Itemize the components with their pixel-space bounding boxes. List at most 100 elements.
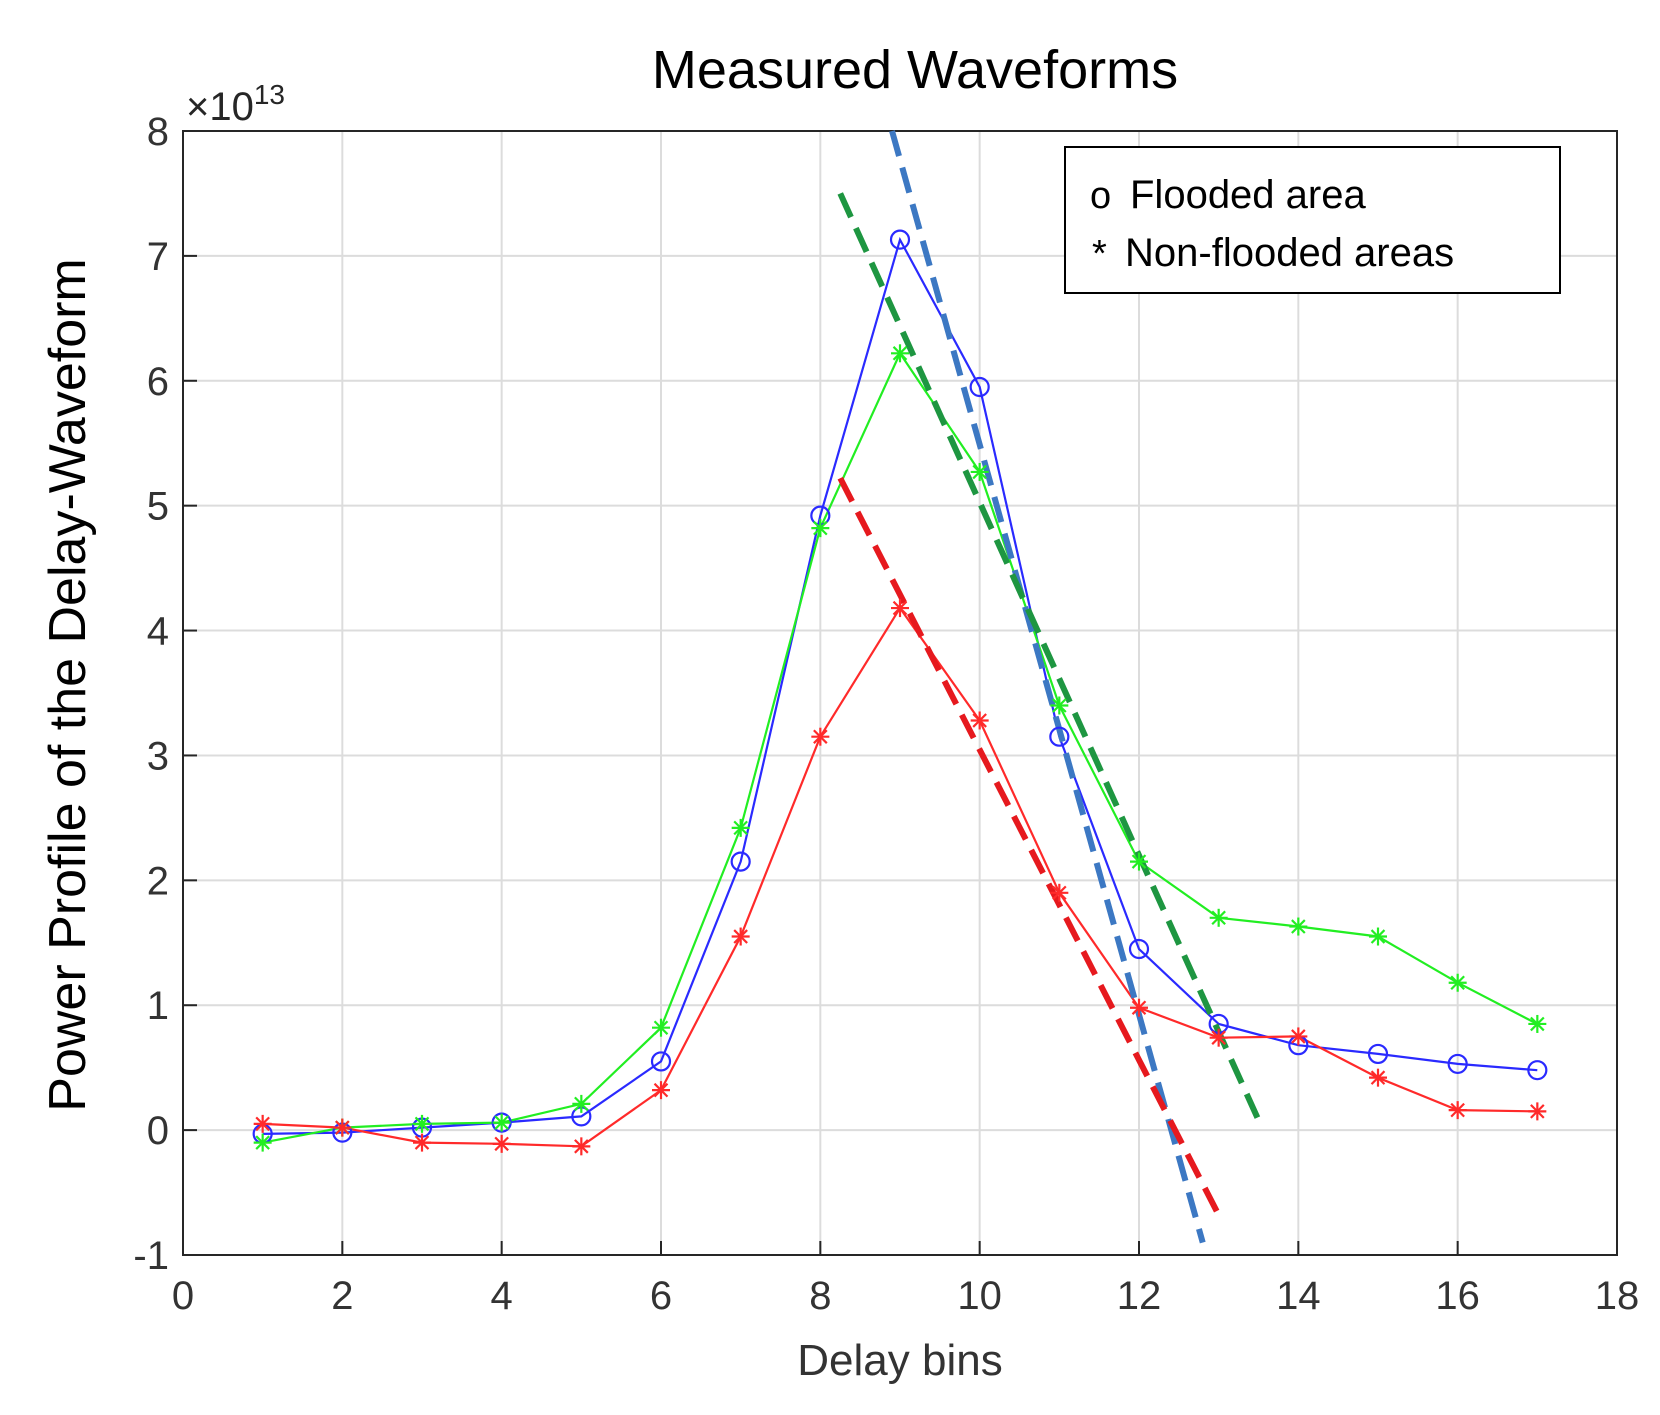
legend-label-non-flooded: Non-flooded areas xyxy=(1125,231,1454,275)
data-point-star xyxy=(1528,1102,1547,1121)
svg-text:×1013: ×1013 xyxy=(186,79,285,129)
data-point-circle xyxy=(730,851,751,872)
star-stroke xyxy=(892,600,908,616)
data-point-circle xyxy=(889,229,911,250)
trend-line-2 xyxy=(837,192,1262,1122)
trend-line-3 xyxy=(837,476,1222,1217)
data-point-star xyxy=(1448,973,1467,992)
star-stroke xyxy=(733,820,748,836)
star-stroke xyxy=(494,1136,509,1152)
data-point-star xyxy=(1050,696,1069,715)
data-point-star xyxy=(1369,1068,1387,1087)
star-stroke xyxy=(1131,1000,1147,1015)
star-stroke xyxy=(1211,910,1226,926)
data-point-star xyxy=(731,818,750,837)
x-tick-label: 10 xyxy=(957,1274,1002,1318)
data-point-star xyxy=(333,1118,352,1137)
legend-box xyxy=(1064,146,1561,294)
data-point-circle xyxy=(1447,1053,1468,1075)
data-point-star xyxy=(1130,852,1148,871)
chart-title: Measured Waveforms xyxy=(652,40,1178,100)
data-point-star xyxy=(253,1114,272,1133)
data-point-star xyxy=(413,1114,431,1133)
x-tick-label: 0 xyxy=(172,1274,194,1318)
x-tick-label: 18 xyxy=(1595,1274,1640,1318)
x-tick-label: 4 xyxy=(491,1274,513,1318)
data-point-star xyxy=(1369,927,1387,946)
y-tick-label: 6 xyxy=(147,360,169,404)
series-line-1 xyxy=(262,236,1538,1135)
data-point-circle xyxy=(1367,1043,1389,1065)
y-tick-label: 3 xyxy=(147,734,169,778)
star-stroke xyxy=(892,346,908,361)
data-point-circle xyxy=(1527,1060,1548,1081)
star-stroke xyxy=(414,1116,430,1132)
star-stroke xyxy=(653,1082,669,1098)
star-stroke xyxy=(1052,885,1067,901)
star-stroke xyxy=(574,1096,589,1112)
star-stroke xyxy=(1291,919,1306,934)
star-stroke xyxy=(335,1120,350,1135)
data-point-star xyxy=(1050,883,1069,902)
data-point-circle xyxy=(1128,938,1150,960)
star-stroke xyxy=(972,713,987,728)
star-stroke xyxy=(1211,1030,1226,1045)
star-stroke xyxy=(414,1135,430,1150)
y-tick-label: 2 xyxy=(147,859,169,903)
data-point-star xyxy=(492,1134,511,1153)
y-axis-label: Power Profile of the Delay-Waveform xyxy=(39,258,97,1111)
legend-symbol-non-flooded: * xyxy=(1092,233,1107,275)
y-tick-label: 5 xyxy=(147,485,169,529)
data-point-star xyxy=(413,1133,431,1152)
trend-lines xyxy=(837,130,1262,1244)
legend: o Flooded area * Non-flooded areas xyxy=(1064,146,1561,294)
data-point-star xyxy=(1289,917,1308,936)
star-stroke xyxy=(1530,1104,1545,1119)
star-stroke xyxy=(255,1116,270,1132)
star-stroke xyxy=(972,464,987,480)
data-point-star xyxy=(1209,908,1228,927)
star-stroke xyxy=(1530,1016,1545,1032)
data-point-star xyxy=(1130,998,1148,1017)
data-point-star xyxy=(572,1094,591,1113)
star-stroke xyxy=(494,1115,509,1130)
data-point-star xyxy=(731,927,750,946)
x-axis-label: Delay bins xyxy=(797,1336,1002,1385)
x-tick-label: 8 xyxy=(809,1274,831,1318)
x-tick-label: 16 xyxy=(1435,1274,1480,1318)
data-point-circle xyxy=(969,376,990,398)
y-tick-label: 0 xyxy=(147,1109,169,1153)
star-stroke xyxy=(1450,975,1465,991)
data-point-circle xyxy=(1049,726,1070,747)
data-point-star xyxy=(970,462,989,481)
plot-area-frame xyxy=(182,130,1618,1256)
data-point-star xyxy=(652,1081,670,1100)
star-stroke xyxy=(1052,698,1067,713)
multiplier-exponent: 13 xyxy=(254,79,285,110)
star-stroke xyxy=(733,929,748,944)
star-stroke xyxy=(813,520,828,536)
data-point-star xyxy=(891,344,909,363)
data-point-star xyxy=(811,727,830,746)
y-tick-label: 7 xyxy=(147,235,169,279)
data-point-star xyxy=(811,519,830,538)
x-tick-label: 12 xyxy=(1117,1274,1162,1318)
y-tick-label: 8 xyxy=(147,110,169,154)
star-stroke xyxy=(1291,1029,1306,1044)
star-stroke xyxy=(255,1135,270,1150)
x-tick-label: 2 xyxy=(331,1274,353,1318)
data-point-star xyxy=(1448,1101,1467,1120)
data-point-star xyxy=(1528,1014,1547,1033)
star-stroke xyxy=(1131,854,1147,869)
y-tick-label: -1 xyxy=(133,1234,169,1278)
star-stroke xyxy=(1450,1102,1465,1118)
star-stroke xyxy=(1370,1070,1386,1085)
x-tick-label: 14 xyxy=(1276,1274,1321,1318)
data-point-circle xyxy=(650,1051,672,1072)
star-stroke xyxy=(813,729,828,744)
y-tick-label: 1 xyxy=(147,984,169,1028)
data-point-star xyxy=(1289,1027,1308,1046)
y-axis-multiplier: ×1013 xyxy=(186,79,285,129)
data-point-star xyxy=(572,1137,591,1156)
